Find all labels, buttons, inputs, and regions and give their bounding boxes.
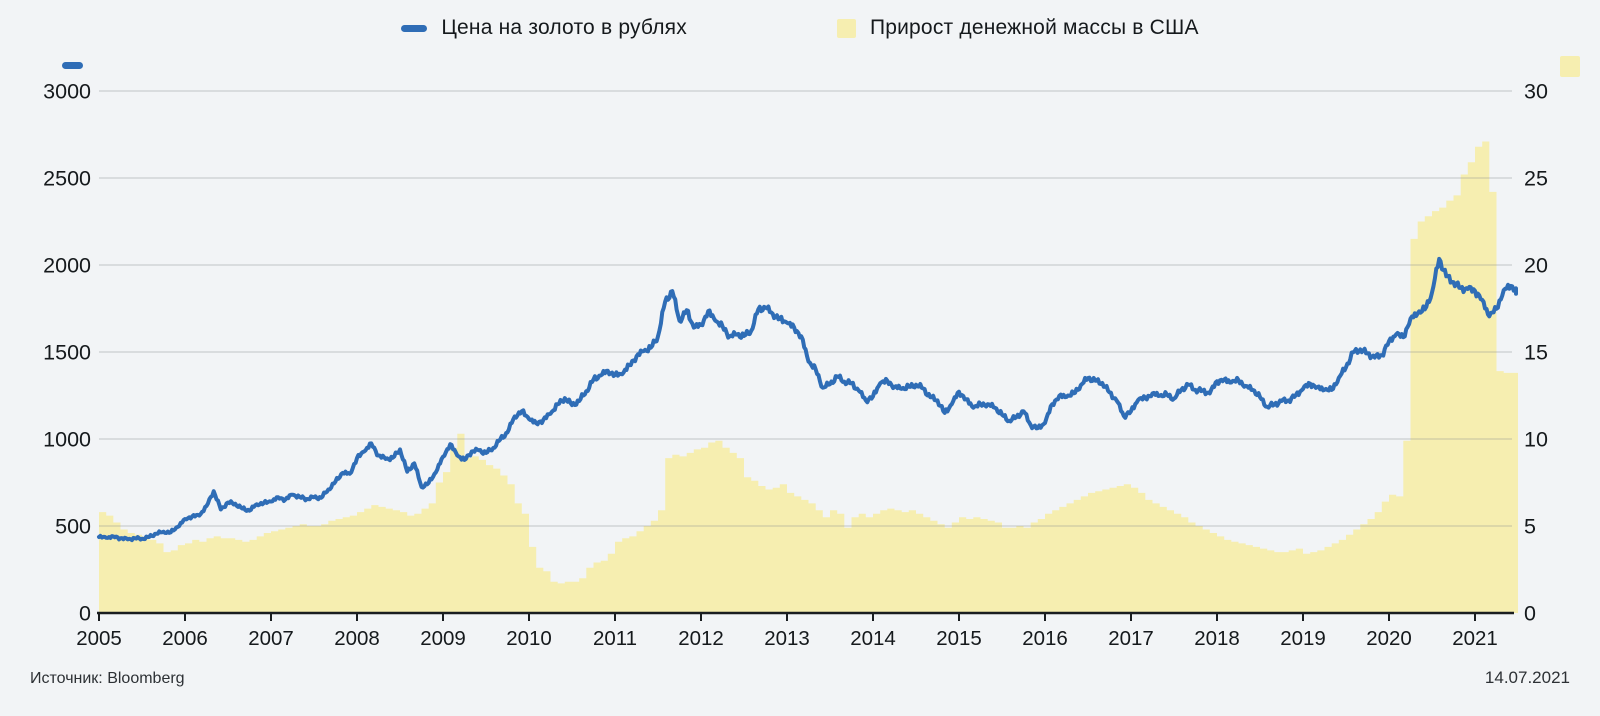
date-label: 14.07.2021 xyxy=(1484,668,1570,687)
money-supply-bars xyxy=(99,141,1518,613)
gridlines xyxy=(99,90,1512,527)
x-axis-tick-label: 2011 xyxy=(593,627,637,650)
left-axis-tick-label: 1500 xyxy=(43,341,91,365)
right-axis-tick-label: 15 xyxy=(1524,341,1548,365)
right-axis-tick-label: 0 xyxy=(1524,602,1536,626)
gold-price-line xyxy=(97,256,1518,543)
x-axis-tick-label: 2021 xyxy=(1452,627,1498,650)
x-axis-tick-label: 2017 xyxy=(1108,627,1154,650)
left-axis-series-marker xyxy=(62,62,83,69)
left-axis-tick-label: 1000 xyxy=(43,428,91,452)
right-axis-series-marker xyxy=(1560,56,1580,77)
right-axis-tick-label: 30 xyxy=(1524,80,1548,104)
x-axis-tick-label: 2009 xyxy=(420,627,466,650)
chart-footer: Источник: Bloomberg 14.07.2021 xyxy=(30,668,1570,688)
x-axis-tick-label: 2020 xyxy=(1366,627,1412,650)
x-axis-tick-label: 2006 xyxy=(162,627,208,650)
x-axis-tick-label: 2015 xyxy=(936,627,982,650)
x-axis-tick-label: 2007 xyxy=(248,627,294,650)
x-axis-tick-label: 2014 xyxy=(850,627,896,650)
x-axis-ticks xyxy=(98,613,1476,621)
left-axis-tick-label: 3000 xyxy=(43,80,91,104)
left-axis-tick-label: 0 xyxy=(79,602,91,626)
right-axis-tick-label: 10 xyxy=(1524,428,1548,452)
left-axis-tick-label: 2500 xyxy=(43,167,91,191)
x-axis-tick-label: 2005 xyxy=(76,627,122,650)
right-axis-tick-label: 20 xyxy=(1524,254,1548,278)
x-axis-tick-label: 2016 xyxy=(1022,627,1068,650)
right-axis-tick-label: 5 xyxy=(1524,515,1536,539)
left-axis-tick-label: 500 xyxy=(55,515,91,539)
right-axis-labels: 0 5 10 15 20 25 30 xyxy=(1524,80,1548,626)
x-axis-tick-label: 2010 xyxy=(506,627,552,650)
x-axis-tick-label: 2008 xyxy=(334,627,380,650)
x-axis-tick-label: 2012 xyxy=(678,627,724,650)
x-axis-tick-label: 2013 xyxy=(764,627,810,650)
left-axis-tick-label: 2000 xyxy=(43,254,91,278)
left-axis-labels: 0 500 1000 1500 2000 2500 3000 xyxy=(43,80,91,626)
x-axis-tick-label: 2019 xyxy=(1280,627,1326,650)
source-label: Источник: Bloomberg xyxy=(30,670,185,687)
right-axis-tick-label: 25 xyxy=(1524,167,1548,191)
x-axis-tick-label: 2018 xyxy=(1194,627,1240,650)
x-axis-labels: 2005 2006 2007 2008 2009 2010 2011 2012 2013 2014… xyxy=(76,627,1498,650)
